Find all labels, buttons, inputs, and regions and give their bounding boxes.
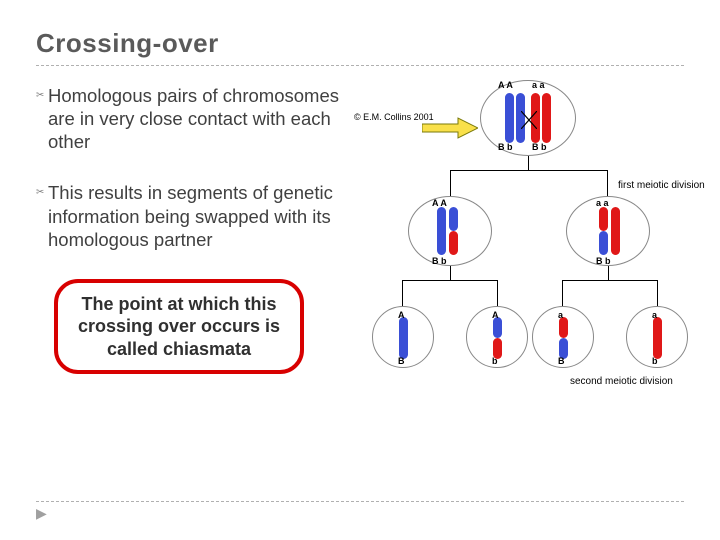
- callout-box: The point at which this crossing over oc…: [54, 279, 304, 375]
- scissors-icon: ✂: [36, 84, 48, 107]
- allele-label: B b: [432, 256, 447, 266]
- tree-edge: [607, 170, 608, 196]
- tree-edge: [562, 280, 658, 281]
- chromatid: [599, 231, 608, 255]
- chromatid: [449, 207, 458, 231]
- callout-text: The point at which this crossing over oc…: [78, 294, 280, 359]
- allele-label: B b: [596, 256, 611, 266]
- allele-label: b: [492, 356, 498, 366]
- cell-top: [480, 80, 576, 156]
- division-label: second meiotic division: [570, 376, 673, 387]
- chromatid: [611, 207, 620, 255]
- chromatid: [437, 207, 446, 255]
- tree-edge: [497, 280, 498, 306]
- allele-label: a: [558, 310, 563, 320]
- chromatid: [399, 317, 408, 359]
- tree-edge: [402, 280, 498, 281]
- tree-edge: [402, 280, 403, 306]
- chromatid: [542, 93, 551, 143]
- tree-edge: [450, 170, 608, 171]
- bottom-divider: [36, 501, 684, 502]
- allele-label: A A: [498, 80, 513, 90]
- tree-edge: [450, 170, 451, 196]
- tree-edge: [562, 280, 563, 306]
- slide-nav-icon: ▶: [36, 505, 47, 522]
- tree-edge: [608, 266, 609, 280]
- meiosis-diagram: © E.M. Collins 2001 A A a a B b B b: [360, 80, 700, 480]
- chiasma-icon: [521, 111, 537, 129]
- chromatid: [599, 207, 608, 231]
- tree-edge: [450, 266, 451, 280]
- allele-label: B b: [498, 142, 513, 152]
- chromatid: [505, 93, 514, 143]
- text-column: ✂ Homologous pairs of chromosomes are in…: [36, 84, 346, 374]
- bullet-text: Homologous pairs of chromosomes are in v…: [48, 84, 346, 153]
- chromatid: [653, 317, 662, 359]
- cell-mid-left: [408, 196, 492, 266]
- division-label: first meiotic division: [618, 180, 705, 191]
- allele-label: B b: [532, 142, 547, 152]
- allele-label: b: [652, 356, 658, 366]
- allele-label: B: [398, 356, 405, 366]
- scissors-icon: ✂: [36, 181, 48, 204]
- slide-title: Crossing-over: [36, 28, 684, 59]
- allele-label: A: [492, 310, 499, 320]
- bullet-text: This results in segments of genetic info…: [48, 181, 346, 250]
- allele-label: a a: [596, 198, 609, 208]
- tree-edge: [528, 156, 529, 170]
- bullet-item: ✂ Homologous pairs of chromosomes are in…: [36, 84, 346, 153]
- chromatid: [559, 317, 568, 338]
- pointer-arrow-icon: [422, 116, 478, 140]
- allele-label: a a: [532, 80, 545, 90]
- chromatid: [493, 317, 502, 338]
- allele-label: a: [652, 310, 657, 320]
- allele-label: A A: [432, 198, 447, 208]
- tree-edge: [657, 280, 658, 306]
- chromatid: [449, 231, 458, 255]
- allele-label: A: [398, 310, 405, 320]
- allele-label: B: [558, 356, 565, 366]
- title-divider: [36, 65, 684, 66]
- bullet-item: ✂ This results in segments of genetic in…: [36, 181, 346, 250]
